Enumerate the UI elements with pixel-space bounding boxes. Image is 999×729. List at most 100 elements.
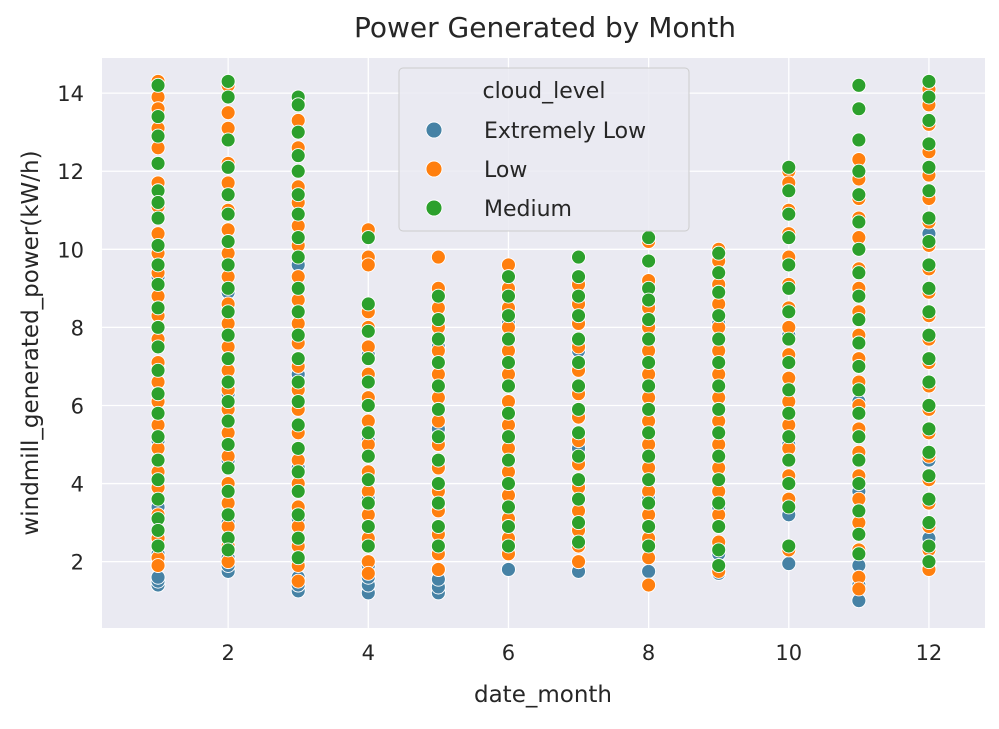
data-point xyxy=(641,495,657,511)
data-point xyxy=(571,448,586,464)
data-point xyxy=(781,429,797,445)
tick-labels: 2 4 6 8 10 12 2 4 6 8 10 12 14 xyxy=(57,82,942,665)
y-tick-label: 12 xyxy=(57,160,84,184)
data-point xyxy=(501,476,516,491)
data-point xyxy=(290,573,306,589)
data-point xyxy=(220,483,236,499)
data-point xyxy=(501,429,516,445)
data-point xyxy=(921,183,937,199)
data-point xyxy=(220,394,236,410)
data-point xyxy=(501,288,516,304)
data-point xyxy=(641,425,657,441)
data-point xyxy=(921,210,937,226)
data-point xyxy=(220,206,236,222)
data-point xyxy=(150,362,166,378)
data-point xyxy=(220,542,236,558)
data-point xyxy=(430,429,446,445)
data-point xyxy=(781,257,797,273)
data-point xyxy=(921,304,937,320)
data-point xyxy=(851,452,867,468)
data-point xyxy=(290,440,306,456)
y-axis-label: windmill_generated_power(kW/h) xyxy=(18,150,44,535)
data-point xyxy=(150,155,166,171)
legend-title: cloud_level xyxy=(483,79,606,104)
data-point xyxy=(220,460,236,476)
legend-label: Low xyxy=(484,158,527,183)
data-point xyxy=(430,561,446,577)
data-point xyxy=(571,534,586,550)
data-point xyxy=(150,77,166,93)
data-point xyxy=(921,374,937,390)
data-point xyxy=(501,355,516,370)
data-point xyxy=(921,113,937,128)
data-point xyxy=(290,327,306,343)
data-point xyxy=(430,312,446,328)
data-point xyxy=(921,136,937,152)
data-point xyxy=(781,382,797,398)
data-point xyxy=(851,241,867,257)
data-point xyxy=(150,237,166,253)
data-point xyxy=(641,519,657,534)
data-point xyxy=(641,331,657,347)
data-point xyxy=(220,159,236,175)
data-point xyxy=(711,378,727,394)
data-point xyxy=(851,476,867,491)
data-point xyxy=(781,280,797,296)
data-point xyxy=(641,538,657,554)
chart-title: Power Generated by Month xyxy=(354,11,736,44)
data-point xyxy=(220,351,236,367)
data-point xyxy=(641,401,657,417)
data-point xyxy=(711,472,727,488)
data-point xyxy=(851,163,867,179)
data-point xyxy=(150,195,166,210)
data-point xyxy=(150,429,166,445)
data-point xyxy=(360,538,376,554)
legend-marker xyxy=(425,199,443,217)
data-point xyxy=(501,499,516,515)
series-medium xyxy=(150,73,937,573)
data-point xyxy=(290,124,306,140)
data-point xyxy=(781,452,797,468)
data-point xyxy=(220,187,236,203)
data-point xyxy=(360,398,376,413)
data-point xyxy=(220,327,236,343)
data-point xyxy=(150,128,166,144)
data-point xyxy=(290,187,306,203)
data-point xyxy=(781,355,797,370)
y-tick-label: 6 xyxy=(71,394,84,418)
data-point xyxy=(220,105,236,121)
data-point xyxy=(781,499,797,515)
data-point xyxy=(711,331,727,347)
data-point xyxy=(851,312,867,328)
data-point xyxy=(501,452,516,468)
data-point xyxy=(781,230,797,246)
data-point xyxy=(430,495,446,511)
data-point xyxy=(921,73,937,89)
data-point xyxy=(711,308,727,324)
data-point xyxy=(921,280,937,296)
data-point xyxy=(150,257,166,273)
data-point xyxy=(220,437,236,452)
data-point xyxy=(851,265,867,281)
data-point xyxy=(360,257,376,273)
x-tick-label: 10 xyxy=(775,641,802,665)
legend-box xyxy=(398,67,690,232)
data-point xyxy=(150,276,166,292)
data-point xyxy=(150,405,166,421)
data-point xyxy=(430,452,446,468)
data-point xyxy=(641,563,657,579)
data-point xyxy=(360,351,376,367)
data-point xyxy=(150,538,166,554)
data-point xyxy=(501,519,516,534)
data-point xyxy=(501,331,516,347)
data-point xyxy=(851,581,867,597)
data-point xyxy=(781,206,797,222)
data-point xyxy=(360,565,376,581)
data-point xyxy=(360,519,376,534)
data-point xyxy=(360,425,376,441)
data-point xyxy=(430,378,446,394)
data-point xyxy=(851,405,867,421)
data-point xyxy=(150,522,166,538)
data-point xyxy=(290,550,306,566)
data-point xyxy=(921,159,937,175)
